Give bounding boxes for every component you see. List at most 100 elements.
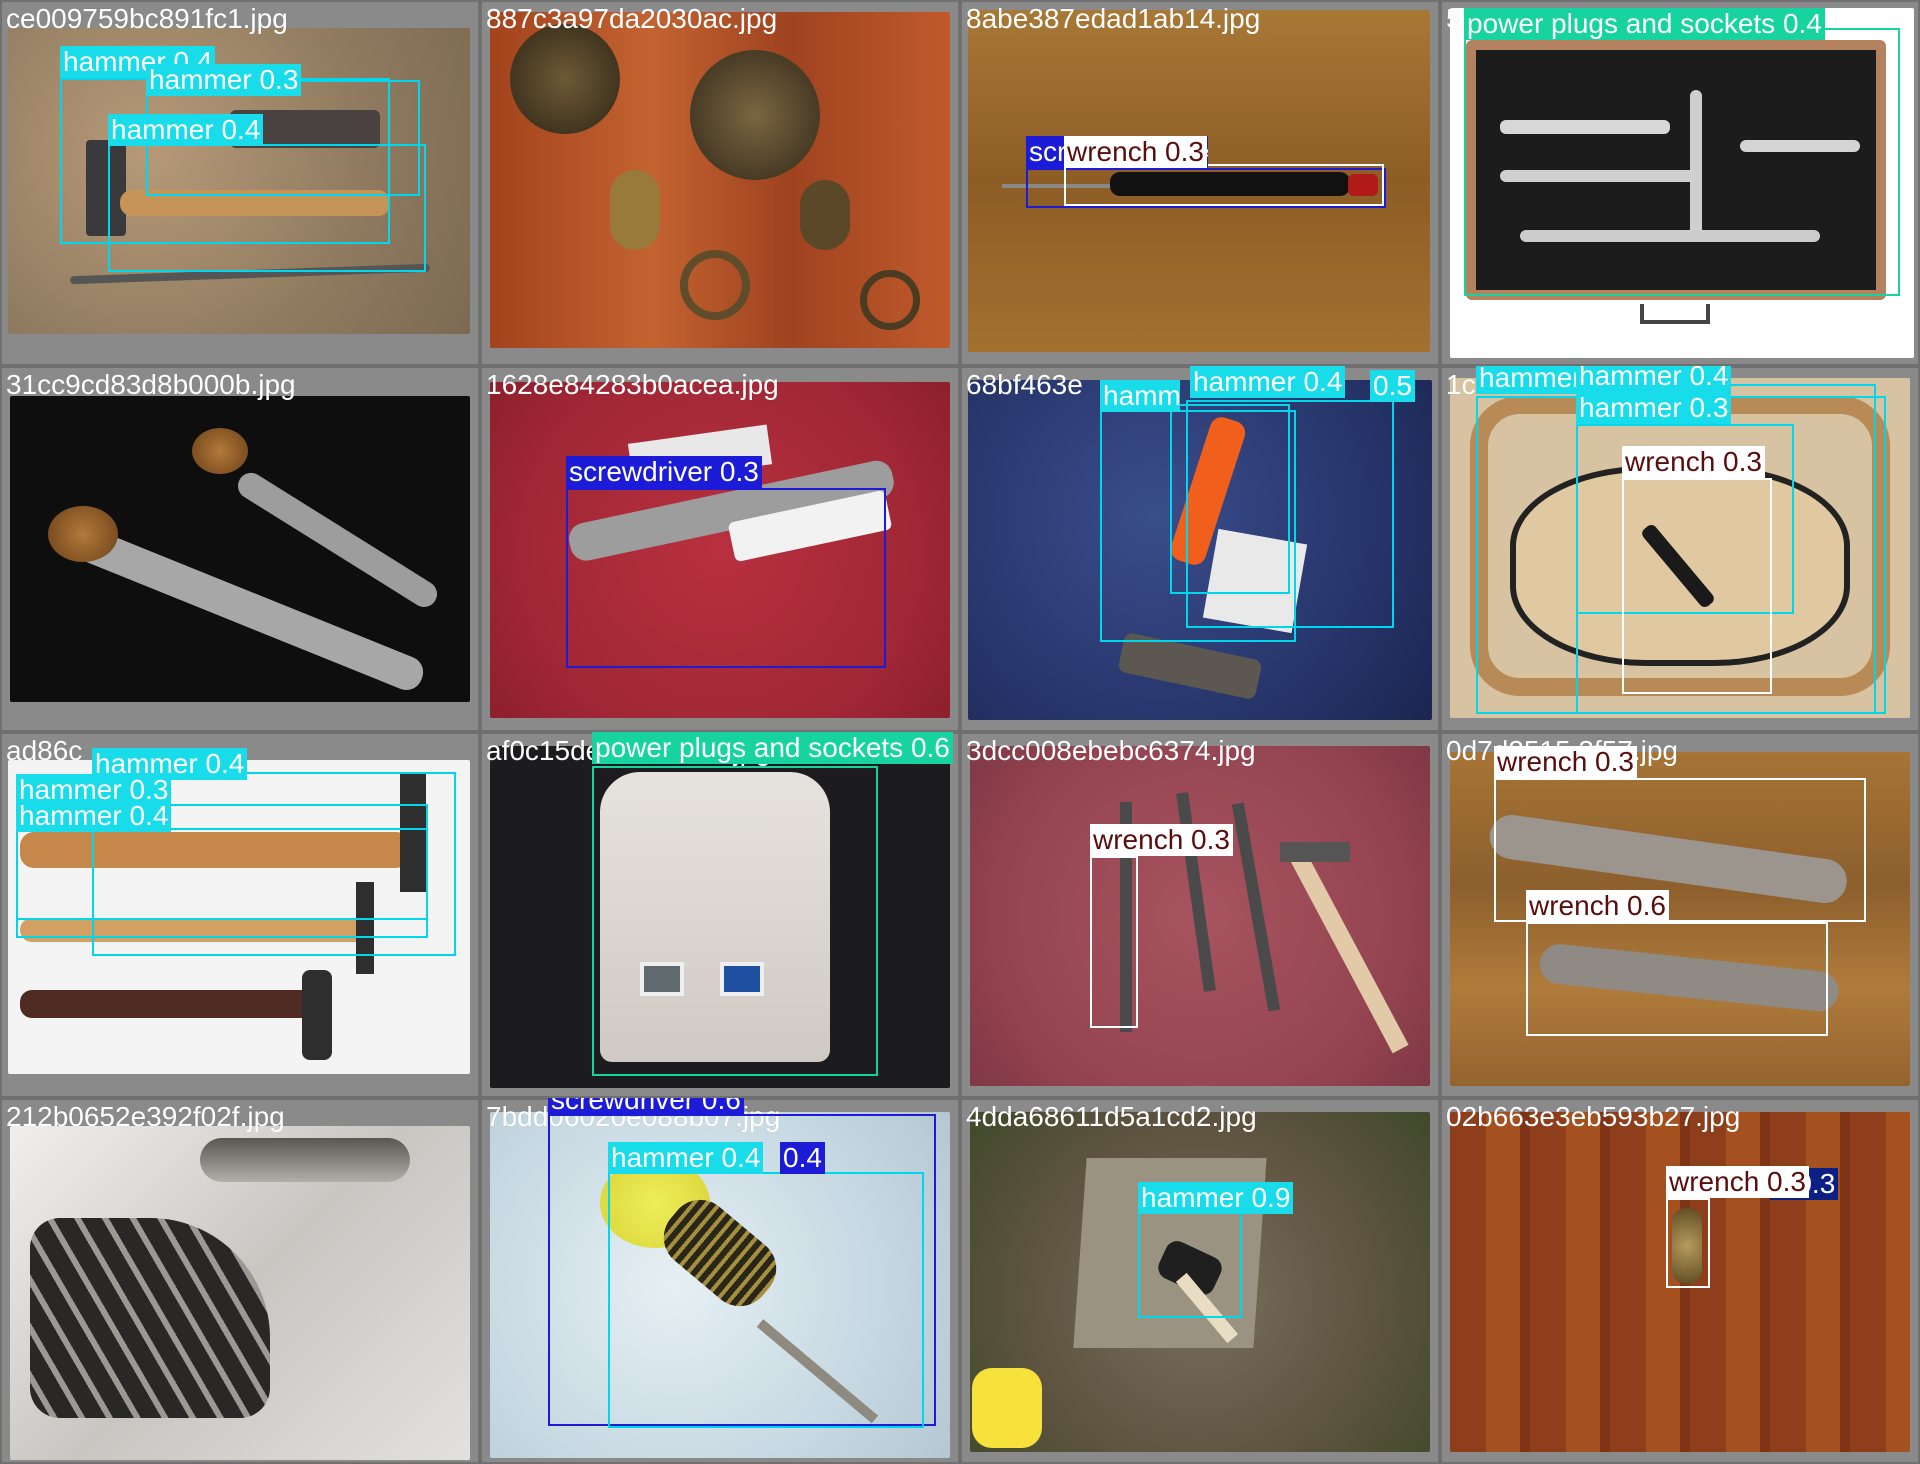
hammer-handle xyxy=(20,990,320,1018)
image-filename: 68bf463e xyxy=(966,369,1083,400)
socket-port xyxy=(720,962,764,996)
image-tile: 5 power plugs and sockets 0.4 xyxy=(1440,0,1920,366)
socket-port xyxy=(640,962,684,996)
detection-label: wrench 0.3 xyxy=(1064,136,1207,168)
detection-label: hammer 0.4 xyxy=(608,1142,764,1174)
image-tile: 887c3a97da2030ac.jpg xyxy=(480,0,960,366)
detection-label: hammer xyxy=(1100,380,1180,412)
image-filename: 887c3a97da2030ac.jpg xyxy=(486,3,778,34)
image-filename: ad86c xyxy=(6,735,83,766)
detection-label: hammer 0.3 xyxy=(1576,392,1732,424)
detection-label: wrench 0.3 xyxy=(1666,1166,1809,1198)
image-filename: 31cc9cd83d8b000b.jpg xyxy=(6,369,296,400)
image-filename: 02b663e3eb593b27.jpg xyxy=(1446,1101,1741,1132)
hammer-head xyxy=(86,140,126,236)
side-vent xyxy=(30,1218,270,1418)
detection-label: hammer 0.9 xyxy=(1138,1182,1294,1214)
screwdriver-handle xyxy=(1110,172,1350,196)
image-filename: 4dda68611d5a1cd2.jpg xyxy=(966,1101,1257,1132)
image-tile: 3dcc008ebebc6374.jpg wrench 0.3 xyxy=(960,732,1440,1098)
image-tile: 7bdd06020e088b07.jpg screwdriver 0.6 ham… xyxy=(480,1098,960,1464)
image-tile: af0c15de50ba9d23.jpg power plugs and soc… xyxy=(480,732,960,1098)
detection-label: hammer 0.4 xyxy=(108,114,264,146)
detection-label: 0.4 xyxy=(780,1142,825,1174)
detection-box xyxy=(108,144,426,272)
detection-box xyxy=(92,772,456,956)
image-filename: 5 xyxy=(1446,3,1462,34)
door-knocker xyxy=(1672,1208,1702,1284)
detection-box xyxy=(566,488,886,668)
detection-label: hammer 0.4 xyxy=(16,800,172,832)
image-filename: 8abe387edad1ab14.jpg xyxy=(966,3,1261,34)
tool xyxy=(1500,170,1700,182)
screwdriver-cap xyxy=(1348,174,1378,196)
image-filename: 1628e84283b0acea.jpg xyxy=(486,369,779,400)
image-tile: 212b0652e392f02f.jpg xyxy=(0,1098,480,1464)
detection-box xyxy=(1666,1198,1710,1288)
detection-box xyxy=(608,1172,924,1428)
lion-knocker xyxy=(510,24,620,134)
detection-label: power plugs and sockets 0.6 xyxy=(592,732,953,764)
image-tile: 31cc9cd83d8b000b.jpg xyxy=(0,366,480,732)
hammer-head xyxy=(302,970,332,1060)
detection-label: screwdriver 0.6 xyxy=(548,1098,744,1116)
detection-label: wrench 0.3 xyxy=(1622,446,1765,478)
walnut xyxy=(48,506,118,562)
detection-box xyxy=(1576,424,1794,614)
image-filename: 212b0652e392f02f.jpg xyxy=(6,1101,285,1132)
hammer-handle xyxy=(20,832,410,868)
image-tile: 1c4f542 hammer 0.5 hammer 0.4 hammer 0.3… xyxy=(1440,366,1920,732)
image-filename: 3dcc008ebebc6374.jpg xyxy=(966,735,1256,766)
detection-box xyxy=(1100,410,1296,642)
detection-label: hammer 0.3 xyxy=(146,64,302,96)
detection-label: hammer 0.4 xyxy=(1576,366,1732,392)
detection-box xyxy=(1026,168,1386,208)
image-tile: ce009759bc891fc1.jpg hammer 0.4 hammer 0… xyxy=(0,0,480,366)
detection-box xyxy=(592,766,878,1076)
detection-box xyxy=(1622,478,1772,694)
hammer-head xyxy=(400,772,426,892)
detection-label: screwdriver 0.3 xyxy=(566,456,762,488)
plastic-bag xyxy=(972,1368,1042,1448)
ring-knocker xyxy=(860,270,920,330)
tool xyxy=(1740,140,1860,152)
detection-label: hammer 0.5 xyxy=(1476,366,1586,394)
small-knocker xyxy=(800,180,850,250)
hammer-handle xyxy=(20,918,370,942)
ring-knocker xyxy=(680,250,750,320)
detection-box xyxy=(16,828,428,938)
tool xyxy=(1500,120,1670,134)
detection-label: wrench 0.3 xyxy=(1494,746,1637,778)
case-handle xyxy=(1640,304,1710,324)
small-knocker xyxy=(610,170,660,250)
detection-label: hammer 0.4 xyxy=(1190,366,1346,398)
detection-box xyxy=(1526,922,1828,1036)
detection-box xyxy=(1170,404,1290,594)
detection-box xyxy=(1464,28,1900,296)
image-tile: 02b663e3eb593b27.jpg e 0.3 wrench 0.3 xyxy=(1440,1098,1920,1464)
detection-box xyxy=(1494,778,1866,922)
image-tile: 0d7d2515 3f57.jpg wrench 0.3 wrench 0.6 xyxy=(1440,732,1920,1098)
socket-body xyxy=(600,772,830,1062)
hammer-head xyxy=(356,882,374,974)
walnut xyxy=(192,428,248,474)
detection-box xyxy=(1186,400,1394,628)
detection-label: 0.5 xyxy=(1370,370,1415,402)
hammer-head xyxy=(1280,842,1350,862)
door-handle xyxy=(200,1138,410,1182)
detection-label: wrench 0.3 xyxy=(1090,824,1233,856)
detection-box xyxy=(1090,856,1138,1028)
image-tile: 4dda68611d5a1cd2.jpg hammer 0.9 xyxy=(960,1098,1440,1464)
detection-box xyxy=(1138,1212,1242,1318)
detection-label: power plugs and sockets 0.4 xyxy=(1464,8,1825,40)
tool xyxy=(1120,802,1132,1032)
image-tile: 8abe387edad1ab14.jpg screwdriver 0.4 wre… xyxy=(960,0,1440,366)
image-tile: ad86c hammer 0.4 hammer 0.3 hammer 0.4 xyxy=(0,732,480,1098)
image-filename: ce009759bc891fc1.jpg xyxy=(6,3,288,34)
detection-label: wrench 0.6 xyxy=(1526,890,1669,922)
detection-box xyxy=(1064,164,1384,206)
tool xyxy=(1520,230,1820,242)
tool xyxy=(1690,90,1702,240)
image-tile: 68bf463e hammer hammer 0.4 0.5 xyxy=(960,366,1440,732)
